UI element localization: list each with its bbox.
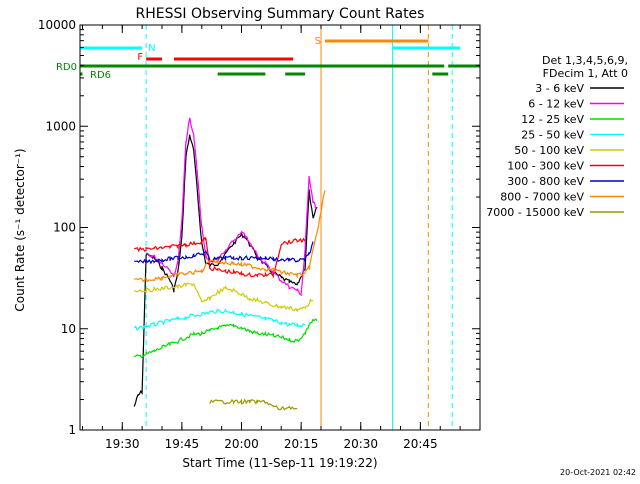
y-axis-title: Count Rate (s⁻¹ detector⁻¹) (13, 148, 27, 311)
legend-entry-label: 800 - 7000 keV (500, 191, 584, 204)
legend-header-line: Det 1,3,4,5,6,9, (542, 54, 628, 67)
legend-entry-label: 50 - 100 keV (514, 144, 584, 157)
x-tick-label: 19:45 (165, 437, 200, 451)
series-line (134, 236, 306, 279)
y-tick-label: 100 (53, 221, 76, 235)
y-tick-label: 10000 (38, 18, 76, 32)
legend-entry-label: 300 - 800 keV (507, 175, 584, 188)
series-line (133, 307, 306, 332)
series-line (134, 241, 314, 265)
legend-entry-label: 12 - 25 keV (521, 113, 584, 126)
timestamp-label: 20-Oct-2021 02:42 (560, 468, 636, 477)
x-tick-label: 20:00 (224, 437, 259, 451)
flag-label: N (148, 43, 155, 54)
series-line (134, 318, 318, 359)
plot-frame (79, 24, 481, 431)
chart-title: RHESSI Observing Summary Count Rates (136, 6, 425, 22)
series-line (209, 398, 298, 411)
legend-entry-label: 25 - 50 keV (521, 129, 584, 142)
x-tick-label: 20:45 (403, 437, 438, 451)
series-line (145, 117, 318, 297)
legend-header-line: FDecim 1, Att 0 (543, 67, 628, 80)
series-line (134, 190, 326, 283)
series-line (133, 282, 314, 313)
x-tick-label: 20:30 (343, 437, 378, 451)
y-tick-label: 10 (61, 322, 76, 336)
flag-label: RD0 (56, 62, 77, 73)
legend-entry-label: 6 - 12 keV (528, 98, 584, 111)
y-tick-label: 1000 (45, 119, 76, 133)
legend-entry-label: 100 - 300 keV (507, 160, 584, 173)
x-tick-label: 20:15 (284, 437, 319, 451)
flag-label: S (315, 36, 321, 47)
legend-entry-label: 7000 - 15000 keV (486, 206, 584, 219)
x-tick-label: 19:30 (105, 437, 140, 451)
legend-entry-label: 3 - 6 keV (535, 82, 584, 95)
flag-label: RD6 (90, 70, 111, 81)
y-tick-label: 1 (68, 423, 76, 437)
x-axis-title: Start Time (11-Sep-11 19:19:22) (182, 456, 377, 470)
flag-label: F (137, 52, 143, 63)
